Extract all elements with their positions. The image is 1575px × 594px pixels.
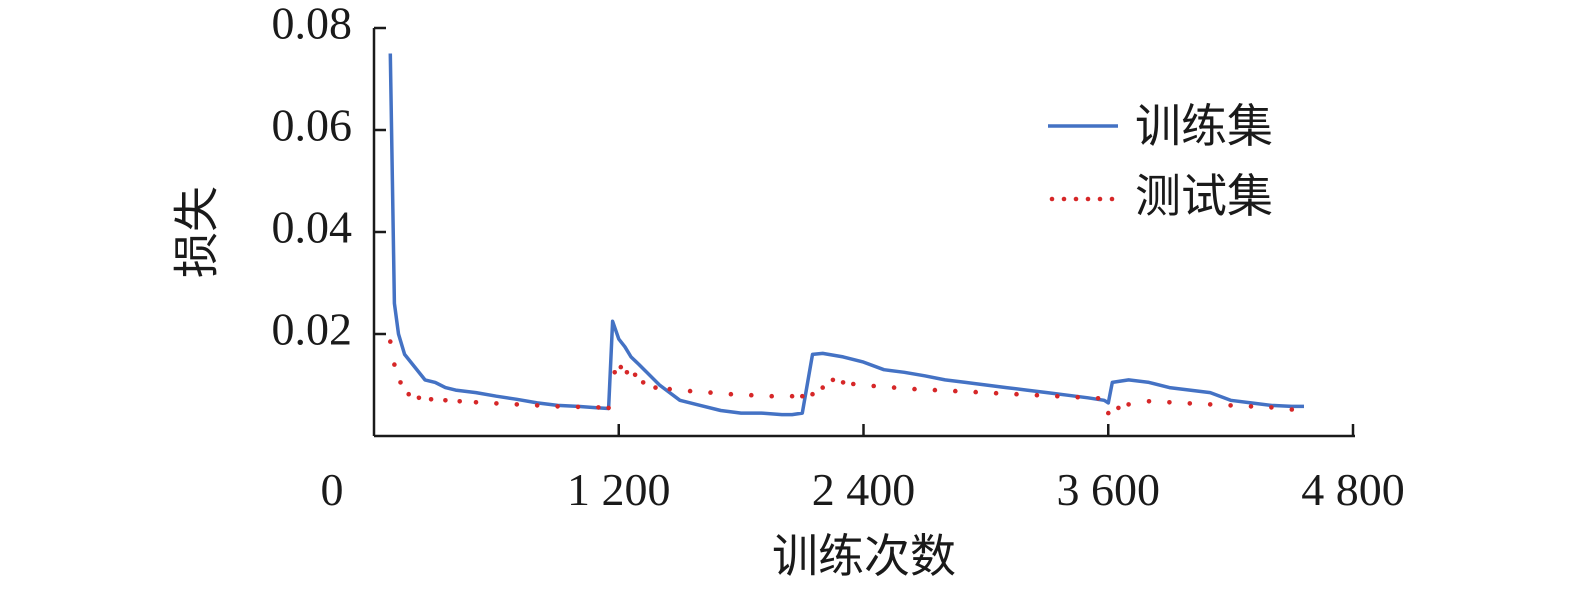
legend-dot	[1061, 196, 1067, 202]
test-point	[457, 399, 463, 404]
test-point	[494, 401, 499, 406]
test-point	[1075, 394, 1080, 400]
test-point	[606, 405, 611, 411]
test-point	[993, 390, 999, 396]
test-point	[769, 393, 774, 399]
test-point	[1187, 401, 1193, 406]
legend-dot	[1049, 196, 1055, 202]
test-point	[789, 393, 795, 399]
test-point	[1055, 393, 1060, 399]
legend-dot	[1073, 196, 1079, 202]
test-point	[1248, 404, 1254, 409]
test-point	[1207, 402, 1213, 407]
legend-dot	[1109, 196, 1115, 202]
test-point	[428, 397, 434, 402]
test-point	[624, 370, 630, 375]
series-test-points	[388, 339, 1295, 416]
test-point	[891, 385, 897, 390]
test-point	[632, 372, 638, 378]
y-axis-title: 损失	[170, 186, 224, 278]
x-ticks: 0 1 200 2 400 3 600 4 800	[321, 424, 1405, 515]
test-point	[1106, 410, 1111, 416]
test-point	[1014, 391, 1019, 397]
legend-swatch-test	[1049, 196, 1115, 202]
test-point	[708, 390, 713, 395]
test-point	[392, 362, 397, 367]
test-point	[618, 364, 624, 370]
legend-dot	[1097, 196, 1103, 202]
test-point	[388, 339, 393, 344]
test-point	[534, 403, 540, 408]
test-point	[728, 391, 734, 397]
test-point	[653, 385, 658, 390]
test-point	[575, 404, 581, 410]
y-tick-label: 0.08	[272, 0, 353, 49]
test-point	[473, 400, 479, 405]
test-point	[973, 389, 978, 395]
x-tick-label: 0	[321, 464, 344, 515]
test-point	[416, 395, 422, 401]
test-point	[912, 386, 917, 392]
x-tick-label: 1 200	[567, 464, 671, 515]
y-tick-label: 0.04	[272, 202, 353, 253]
test-point	[1034, 392, 1040, 398]
test-point	[1228, 403, 1233, 408]
legend-label-train: 训练集	[1135, 99, 1273, 153]
test-point	[851, 381, 856, 387]
test-point	[953, 388, 958, 394]
series-layer	[388, 53, 1304, 417]
test-point	[1116, 405, 1121, 411]
x-tick-label: 4 800	[1301, 464, 1405, 515]
test-point	[1289, 407, 1295, 412]
test-point	[555, 404, 560, 409]
test-point	[1167, 400, 1172, 405]
legend-dot	[1085, 196, 1091, 202]
test-point	[932, 387, 938, 393]
x-tick-label: 2 400	[812, 464, 916, 515]
test-point	[1269, 405, 1274, 410]
y-ticks: 0.02 0.04 0.06 0.08	[272, 0, 386, 355]
test-point	[871, 383, 876, 389]
test-point	[406, 391, 412, 397]
test-point	[667, 386, 672, 392]
test-point	[640, 380, 646, 385]
y-tick-label: 0.06	[272, 100, 353, 151]
test-point	[612, 370, 617, 375]
test-point	[398, 380, 403, 385]
legend: 训练集 测试集	[1048, 99, 1273, 223]
test-point	[840, 380, 846, 385]
axes	[372, 28, 1355, 438]
test-point	[830, 377, 836, 383]
test-point	[820, 385, 825, 390]
y-tick-label: 0.02	[272, 304, 353, 355]
test-point	[1126, 402, 1131, 407]
x-axis-title: 训练次数	[772, 529, 956, 583]
test-point	[443, 398, 448, 403]
test-point	[514, 402, 520, 407]
test-point	[1095, 396, 1101, 401]
test-point	[1146, 399, 1152, 404]
test-point	[749, 392, 754, 398]
test-point	[596, 405, 601, 410]
legend-label-test: 测试集	[1135, 169, 1273, 223]
test-point	[810, 391, 815, 397]
test-point	[687, 388, 693, 394]
test-point	[800, 393, 805, 399]
series-line-train	[388, 53, 1304, 417]
x-tick-label: 3 600	[1057, 464, 1161, 515]
